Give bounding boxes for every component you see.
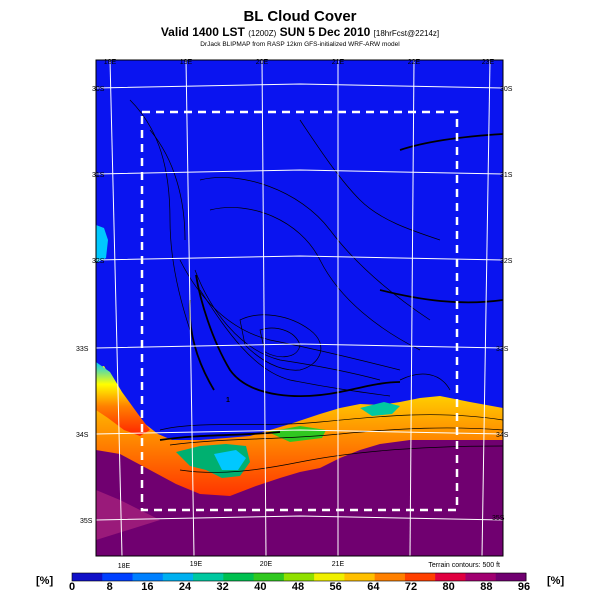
colorbar-tick-label: 64 [367,581,380,593]
colorbar-swatch [253,573,285,581]
left-lat-label: 32S [92,258,105,265]
colorbar-swatch [193,573,224,581]
colorbar-tick-label: 72 [405,581,417,593]
top-lon-label: 21E [332,59,345,66]
right-lat-label: 31S [500,172,513,179]
model-credit: DrJack BLIPMAP from RASP 12km GFS-initia… [200,41,400,48]
colorbar-swatch [132,573,164,581]
colorbar-border [71,572,527,582]
bottom-lon-label: 19E [190,561,203,568]
map-border [95,59,504,557]
right-lat-label: 30S [500,86,513,93]
right-lat-label: 34S [496,432,509,439]
colorbar-swatch [435,573,466,581]
terrain-contours [129,99,503,473]
colorbar-tick-label: 8 [107,581,113,593]
bottom-lon-labels: 18E 19E 20E 21E [118,561,345,570]
colorbar-swatch [223,573,255,581]
colorbar-unit-right: [%] [547,575,565,587]
colorbar-ticks: 0 8 16 24 32 40 48 56 64 72 80 88 96 [69,581,530,593]
right-lat-label: 33S [496,346,509,353]
colorbar-tick-label: 80 [443,581,455,593]
colorbar-swatch [72,573,103,581]
colorbar-swatch [283,573,315,581]
terrain-note: Terrain contours: 500 ft [428,562,500,569]
valid-label: Valid 1400 LST [160,25,245,39]
left-lat-label: 30S [92,86,105,93]
top-lon-labels: 18E 19E 20E 21E 22E 23E [104,59,495,66]
bottom-lon-label: 20E [260,561,273,568]
forecast-tag: [18hrFcst@2214z] [373,29,440,38]
top-lon-label: 22E [408,59,421,66]
colorbar-tick-label: 56 [330,581,342,593]
colorbar-swatch [404,573,436,581]
bottom-lon-label: 21E [332,561,345,568]
colorbar [71,572,527,582]
colorbar-swatch [465,573,497,581]
graticule [95,59,504,557]
colorbar-tick-label: 48 [292,581,304,593]
top-lon-label: 19E [180,59,193,66]
valid-time-line: Valid 1400 LST (1200Z) SUN 5 Dec 2010 [1… [0,25,600,39]
cloud-field [96,60,503,556]
top-lon-label: 23E [482,59,495,66]
valid-utc: (1200Z) [248,29,277,38]
left-lat-label: 34S [76,432,89,439]
colorbar-tick-label: 24 [179,581,192,593]
colorbar-tick-label: 88 [480,581,492,593]
right-lat-label: 35S [492,515,505,522]
left-lat-label: 33S [76,346,89,353]
left-lat-labels: 30S 31S 32S 33S 34S 35S [76,86,105,525]
colorbar-swatch [495,573,527,581]
right-lat-labels: 30S 31S 32S 33S 34S 35S [492,86,513,522]
top-lon-label: 20E [256,59,269,66]
left-lat-label: 35S [80,518,93,525]
valid-date: SUN 5 Dec 2010 [279,25,371,39]
colorbar-swatch [374,573,406,581]
colorbar-swatch [314,573,345,581]
colorbar-unit-left: [%] [36,575,54,587]
colorbar-tick-label: 16 [141,581,153,593]
right-lat-label: 32S [500,258,513,265]
colorbar-swatch [344,573,376,581]
colorbar-swatch [162,573,194,581]
colorbar-tick-label: 32 [217,581,229,593]
left-lat-label: 31S [92,172,105,179]
colorbar-swatch [102,573,134,581]
top-lon-label: 18E [104,59,117,66]
bottom-lon-label: 18E [118,563,131,570]
colorbar-tick-label: 0 [69,581,75,593]
colorbar-tick-label: 40 [254,581,266,593]
inner-domain-box [140,110,459,512]
map-title: BL Cloud Cover [243,8,357,25]
colorbar-tick-label: 96 [518,581,530,593]
contour-label: 1 [226,397,230,404]
